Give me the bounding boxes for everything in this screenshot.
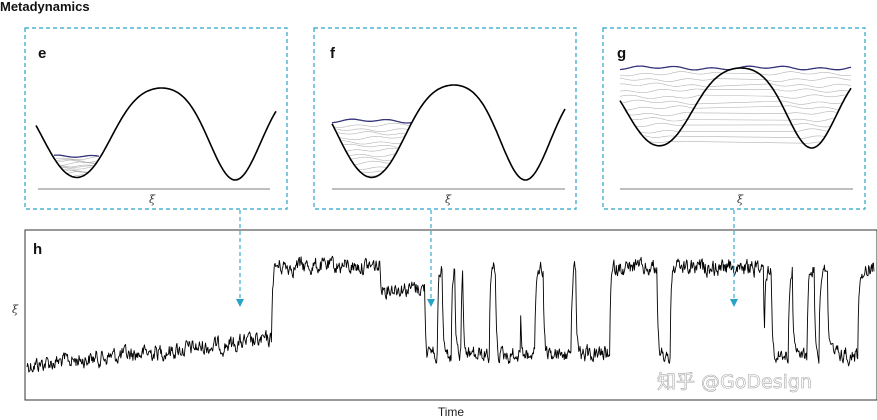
panel-e-bias-layer	[67, 171, 88, 174]
panel-f-bias-layer	[347, 153, 395, 158]
panel-f-label: f	[330, 45, 336, 62]
trace-x-axis-label: Time	[438, 405, 465, 419]
panel-f-bias-layer	[361, 170, 383, 173]
panel-e-frame	[24, 27, 288, 210]
panel-e-axis-label: ξ	[149, 193, 156, 206]
panel-g-bias-layer	[638, 128, 828, 134]
panel-g-bias-layer	[621, 99, 843, 105]
panel-f: f ξ	[313, 27, 577, 210]
panel-g-bias-layer	[620, 82, 852, 88]
panel-f-bias-layer	[336, 128, 408, 132]
panel-g-bias-layer	[619, 76, 852, 82]
panel-g-bias-layer	[628, 111, 837, 117]
panel-h-frame	[24, 229, 877, 401]
figure-title: Metadynamics	[0, 0, 90, 14]
panel-g-potential-curve	[619, 67, 852, 149]
panel-f-bias-layer	[343, 143, 400, 149]
panel-f-frame	[313, 27, 577, 210]
panel-g-bias-layer	[650, 140, 821, 144]
panel-f-bias-layer	[337, 131, 405, 136]
panel-g-label: g	[617, 45, 626, 62]
panel-g-bias-layer	[619, 71, 852, 77]
panel-f-energy-landscape	[331, 84, 566, 181]
arrow-f-to-h	[427, 210, 435, 307]
panel-f-potential-curve	[331, 84, 566, 181]
panel-e-bias-layer	[59, 164, 95, 168]
panel-f-bias-layer	[346, 148, 398, 152]
panel-g-frame	[602, 27, 866, 210]
panel-g-bias-layer	[644, 135, 826, 140]
panel-g: g ξ	[602, 27, 866, 210]
watermark-text: 知乎 @GoDesign	[657, 371, 812, 393]
panel-e-bias-surface	[53, 154, 100, 158]
panel-f-bias-layer	[342, 140, 403, 145]
panel-f-bias-layer	[353, 160, 389, 165]
panel-e-label: e	[38, 45, 46, 62]
panel-e-bias-layer	[55, 156, 100, 160]
panel-e-bias-layer	[65, 169, 89, 174]
trace-y-axis-label: ξ	[12, 303, 19, 316]
panel-e-potential-curve	[35, 87, 277, 181]
panel-f-bias-surface	[331, 118, 413, 124]
panel-e-bias-layer	[61, 165, 94, 168]
panel-f-axis-label: ξ	[445, 193, 452, 206]
panel-g-axis-label: ξ	[737, 193, 744, 206]
panel-g-bias-layer	[631, 117, 834, 122]
panel-f-bias-layer	[339, 135, 404, 141]
panel-g-bias-layer	[635, 122, 831, 128]
panel-h-label: h	[33, 241, 42, 258]
panel-h: h ξ Time	[12, 229, 877, 419]
arrow-e-to-h	[236, 210, 244, 307]
panel-e-bias-layer	[55, 159, 98, 163]
panel-f-bias-layer	[350, 156, 392, 161]
panel-g-bias-layer	[619, 94, 846, 99]
connector-arrows	[236, 210, 738, 307]
panel-g-energy-landscape	[619, 65, 852, 149]
collective-variable-trace	[26, 255, 875, 373]
panel-f-bias-layer	[356, 166, 386, 170]
panel-e: e ξ	[24, 27, 288, 210]
panel-f-bias-layer	[333, 122, 410, 128]
panel-g-bias-layer	[625, 105, 840, 111]
panel-e-energy-landscape	[35, 87, 277, 181]
arrow-g-to-h	[730, 210, 738, 307]
panel-e-bias-layer	[61, 166, 92, 170]
panel-e-bias-layer	[58, 161, 95, 166]
panel-g-bias-layer	[619, 88, 849, 93]
